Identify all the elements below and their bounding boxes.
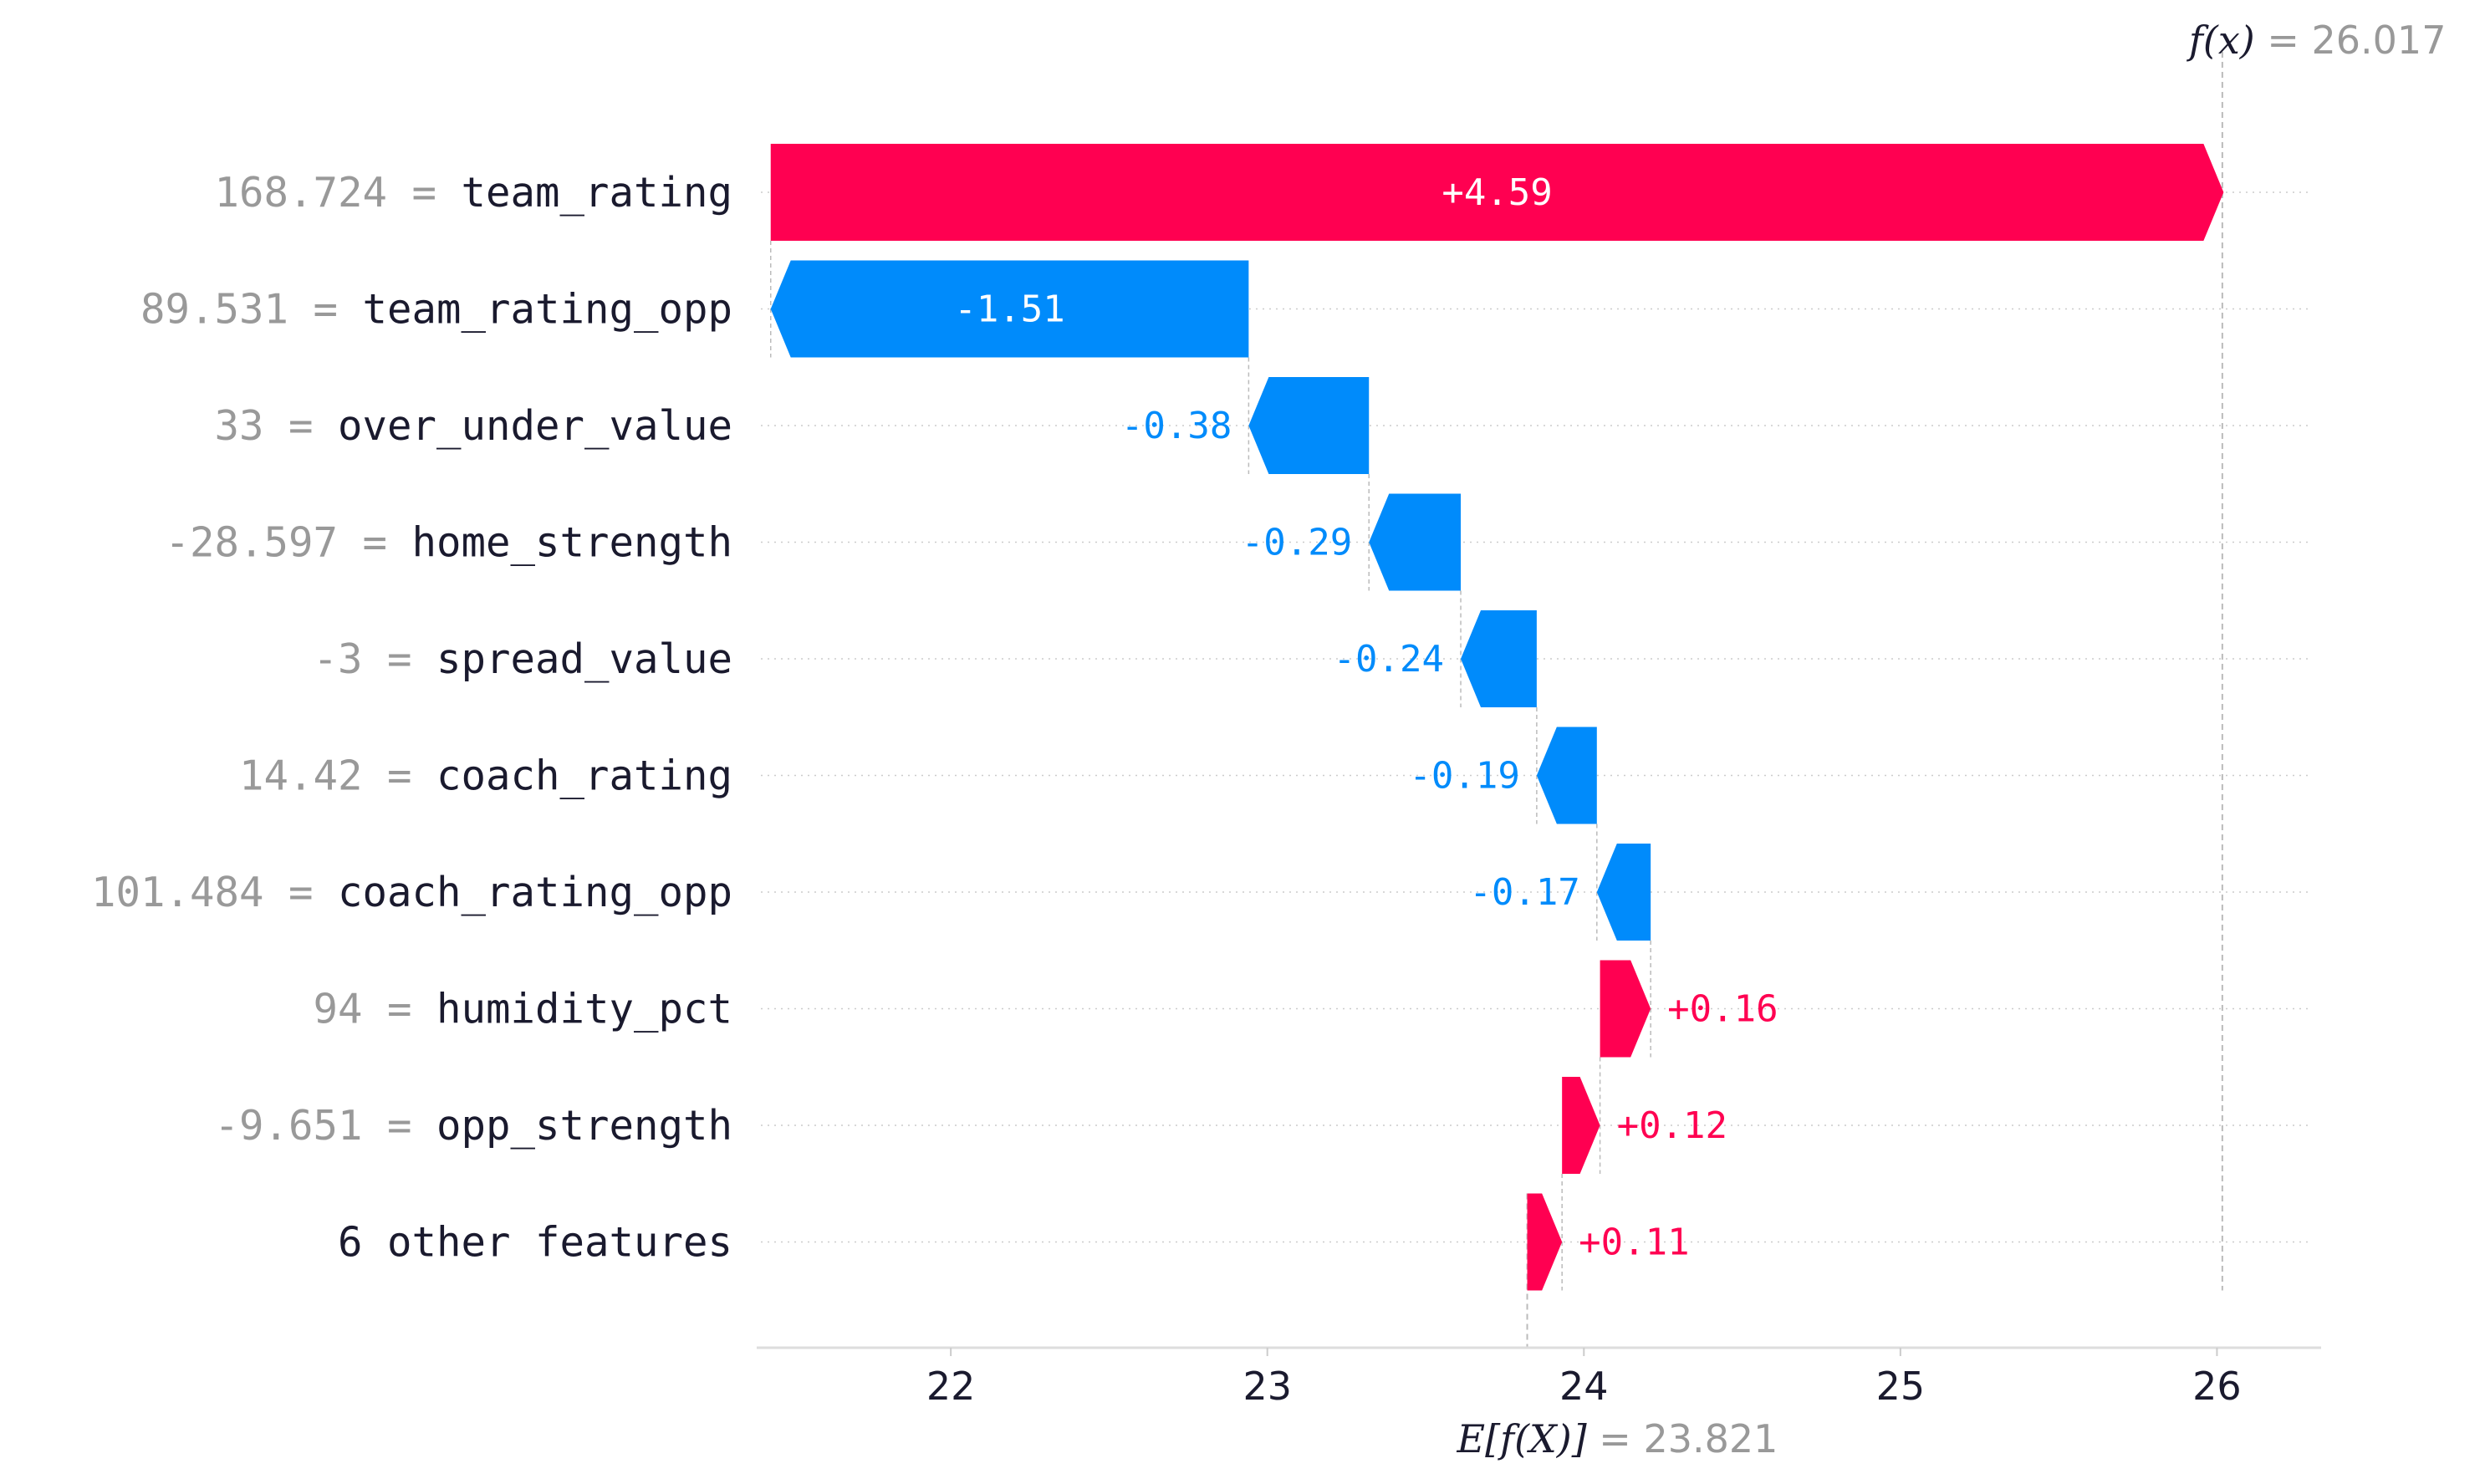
feature-label: -9.651 = opp_strength (214, 1102, 732, 1150)
feature-value: 101.484 = (91, 869, 338, 916)
bar-coach-rating (1536, 727, 1597, 824)
feature-name: over_under_value (338, 402, 732, 450)
feature-label: 101.484 = coach_rating_opp (91, 869, 732, 916)
bar-team-rating-opp (770, 260, 1249, 358)
feature-name: coach_rating (436, 752, 732, 800)
x-tick-label: 23 (1242, 1364, 1292, 1409)
feature-value: 14.42 = (239, 752, 436, 800)
x-tick-label: 22 (926, 1364, 976, 1409)
feature-value: 94 = (313, 986, 436, 1033)
labels-layer: +4.59 168.724 = team_rating -1.51 89.531 = … (91, 169, 1778, 1267)
feature-name: spread_value (436, 635, 732, 683)
feature-name: team_rating (461, 169, 732, 217)
base-value-number: = 23.821 (1599, 1416, 1778, 1461)
x-tick-label: 24 (1559, 1364, 1609, 1409)
feature-label: 6 other features (338, 1219, 732, 1267)
feature-value: 33 = (214, 402, 338, 450)
contribution-label: -0.19 (1409, 755, 1519, 798)
output-value-number: = 26.017 (2267, 18, 2446, 63)
x-tick-label: 26 (2192, 1364, 2242, 1409)
feature-label: 33 = over_under_value (214, 402, 732, 450)
contribution-label: -0.29 (1242, 522, 1352, 564)
feature-label: 89.531 = team_rating_opp (140, 286, 732, 334)
bars-layer (770, 144, 2224, 1291)
base-value-label: E[f(X)] (1457, 1416, 1600, 1461)
feature-value: -3 = (313, 635, 436, 683)
contribution-label: -1.51 (954, 288, 1064, 331)
bar-6-other-features (1527, 1193, 1563, 1291)
base-value-annotation: E[f(X)] = 23.821 (1457, 1416, 1778, 1461)
contribution-label: +0.12 (1617, 1104, 1727, 1147)
x-tick-label: 25 (1876, 1364, 1926, 1409)
feature-name: coach_rating_opp (338, 869, 732, 916)
bar-opp-strength (1562, 1077, 1600, 1174)
x-axis: 22 23 24 25 26 E[f(X)] = 23.821 f(x) = 26.017 (757, 18, 2446, 1461)
feature-value: 89.531 = (140, 286, 363, 334)
bar-spread-value (1461, 610, 1537, 707)
output-value-label: f(x) (2186, 18, 2267, 63)
feature-value: -28.597 = (165, 519, 411, 567)
contribution-label: +0.16 (1667, 988, 1778, 1031)
feature-value: 168.724 = (214, 169, 461, 217)
feature-label: 168.724 = team_rating (214, 169, 732, 217)
feature-name: team_rating_opp (362, 286, 732, 334)
feature-name: 6 other features (338, 1219, 732, 1267)
bar-coach-rating-opp (1596, 844, 1651, 941)
feature-label: -3 = spread_value (313, 635, 732, 683)
feature-label: 94 = humidity_pct (313, 986, 732, 1033)
contribution-label: -0.17 (1469, 871, 1579, 914)
feature-name: home_strength (411, 519, 732, 567)
output-value-annotation: f(x) = 26.017 (2186, 18, 2447, 63)
contribution-label: -0.38 (1121, 405, 1232, 447)
bar-home-strength (1369, 493, 1462, 591)
feature-name: humidity_pct (436, 986, 732, 1033)
feature-label: -28.597 = home_strength (165, 519, 732, 567)
feature-label: 14.42 = coach_rating (239, 752, 732, 800)
contribution-label: +4.59 (1442, 171, 1552, 214)
feature-value: -9.651 = (214, 1102, 436, 1150)
contribution-label: +0.11 (1579, 1221, 1689, 1264)
feature-name: opp_strength (436, 1102, 732, 1150)
bar-over-under-value (1248, 377, 1370, 474)
bar-team-rating (770, 144, 2224, 241)
bar-humidity-pct (1600, 960, 1651, 1058)
contribution-label: -0.24 (1334, 638, 1444, 681)
